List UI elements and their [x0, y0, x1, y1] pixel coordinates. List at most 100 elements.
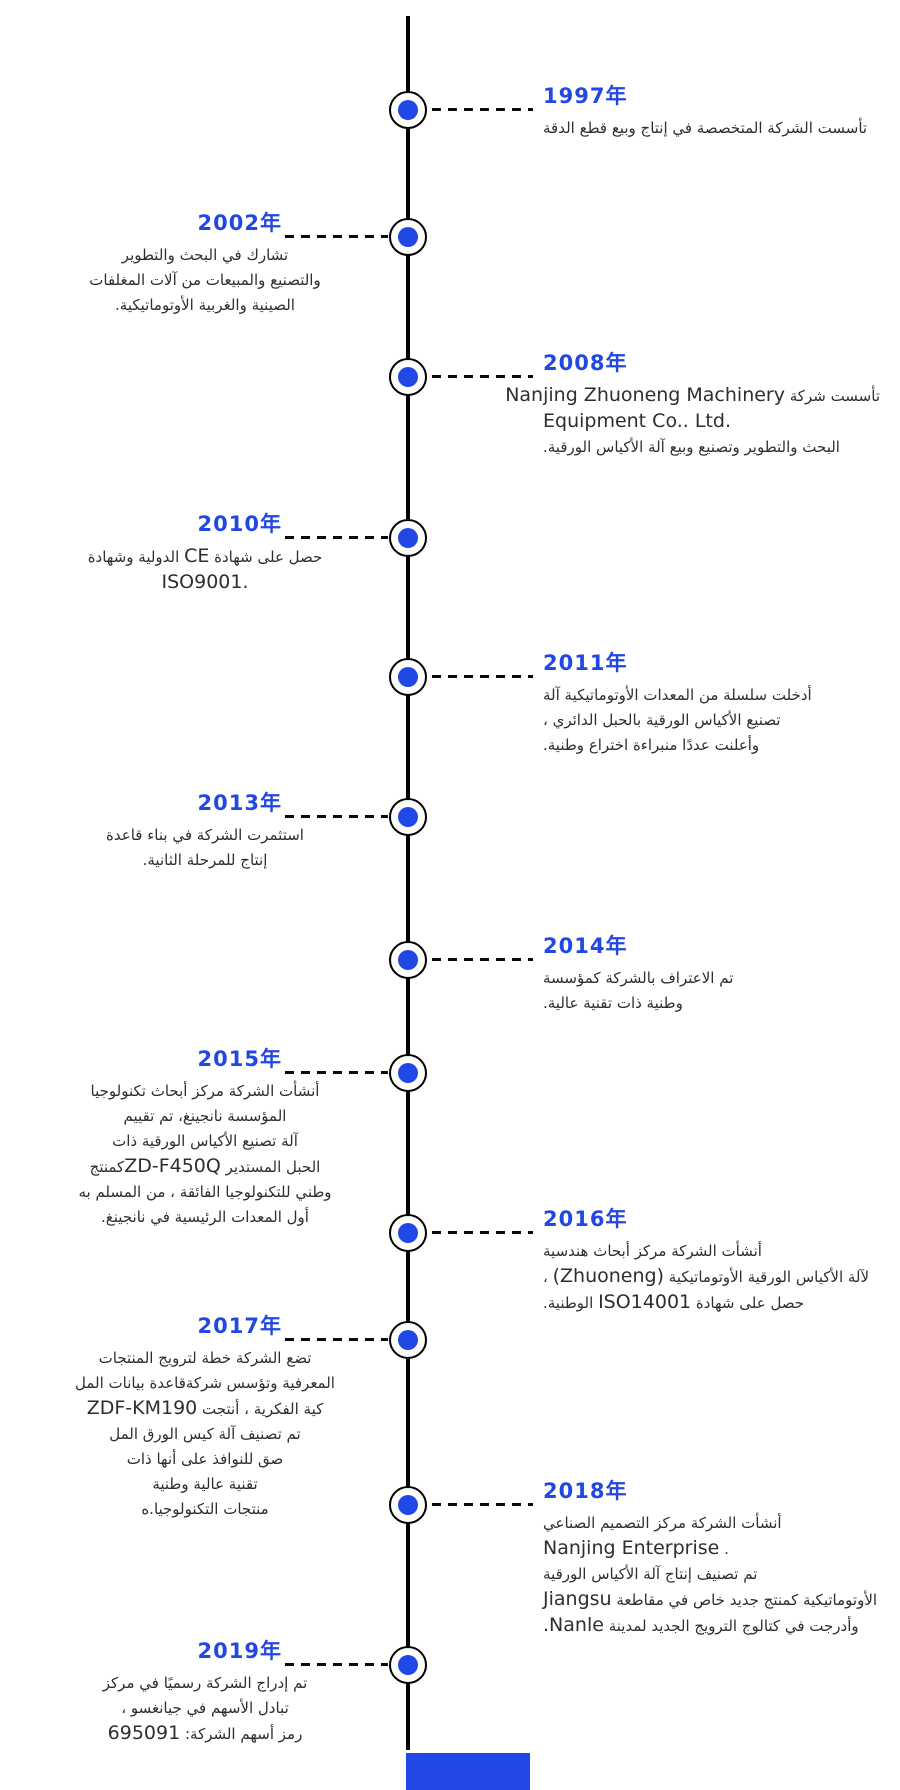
description-line: وأعلنت عددًا منبراءة اختراع وطنية. [543, 733, 880, 758]
year-label: 1997年 [543, 84, 628, 108]
entry-description: أنشأت الشركة مركز أبحاث هندسية لآلة الأكي… [432, 1239, 880, 1316]
entry-description: تأسست شركة Nanjing Zhuoneng Machinery Equ… [432, 383, 880, 460]
description-line: أدخلت سلسلة من المعدات الأوتوماتيكية آلة [543, 683, 880, 708]
timeline-node-dot [398, 100, 418, 120]
text-segment: صق للنوافذ على أنها ذات [126, 1450, 284, 1468]
text-segment: تأسست الشركة المتخصصة في إنتاج وبيع قطع … [543, 119, 868, 137]
text-segment: إنتاج للمرحلة الثانية. [142, 851, 268, 869]
highlighted-text: Nanle. [543, 1614, 604, 1636]
year-label: 2015年 [197, 1047, 282, 1071]
timeline-node-dot [398, 667, 418, 687]
timeline-node [389, 1054, 427, 1092]
timeline-node-dot [398, 1655, 418, 1675]
entry-description: حصل على شهادة CE الدولية وشهادة ISO9001. [20, 544, 390, 596]
description-line: استثمرت الشركة في بناء قاعدة [20, 823, 390, 848]
timeline-node-dot [398, 1223, 418, 1243]
timeline-node [389, 218, 427, 256]
dashed-connector [432, 958, 533, 961]
text-segment: الحبل المستدير [220, 1158, 321, 1176]
text-segment: كمنتج [89, 1158, 125, 1176]
timeline-node-dot [398, 807, 418, 827]
text-segment: المعرفية وتؤسس شركةقاعدة بيانات المل [75, 1374, 335, 1392]
text-segment: تبادل الأسهم في جيانغسو ، [121, 1699, 289, 1717]
description-line: آلة تصنيع الأكياس الورقية ذات [20, 1129, 390, 1154]
description-line: الأوتوماتيكية كمنتج جديد خاص في مقاطعة J… [543, 1587, 880, 1613]
description-line: رمز أسهم الشركة: 695091 [20, 1721, 390, 1747]
highlighted-text: Jiangsu [543, 1588, 612, 1610]
entry-description: أدخلت سلسلة من المعدات الأوتوماتيكية آلة… [432, 683, 880, 758]
text-segment: ، [543, 1268, 553, 1286]
text-segment: تأسست شركة [785, 387, 880, 405]
description-line: صق للنوافذ على أنها ذات [20, 1447, 390, 1472]
timeline-node-dot [398, 1330, 418, 1350]
text-segment: منتجات التكنولوجيا.ه [141, 1500, 269, 1518]
year-row: 2019年 [20, 1639, 390, 1666]
timeline-node [389, 91, 427, 129]
highlighted-text: CE [184, 545, 210, 567]
year-label: 2018年 [543, 1479, 628, 1503]
text-segment: الأوتوماتيكية كمنتج جديد خاص في مقاطعة [611, 1591, 878, 1609]
timeline-node [389, 941, 427, 979]
timeline-node [389, 658, 427, 696]
dashed-connector [285, 1338, 388, 1341]
timeline-node-dot [398, 528, 418, 548]
timeline-entry: 2015年 أنشأت الشركة مركز أبحاث تكنولوجيا ال… [20, 1047, 390, 1230]
dashed-connector [285, 815, 388, 818]
text-segment: كية الفكرية ، أنتجت [197, 1400, 324, 1418]
dashed-connector [285, 1663, 388, 1666]
timeline-node [389, 1486, 427, 1524]
timeline-node [389, 519, 427, 557]
year-row: 2011年 [432, 651, 880, 678]
dashed-connector [285, 1071, 388, 1074]
description-line: البحث والتطوير وتصنيع وبيع آلة الأكياس ا… [543, 435, 880, 460]
text-segment: حصل على شهادة [691, 1294, 805, 1312]
text-segment: الصينية والغربية الأوتوماتيكية. [115, 296, 295, 314]
timeline-entry: 2016年 أنشأت الشركة مركز أبحاث هندسية لآلة … [432, 1207, 880, 1316]
description-line: الصينية والغربية الأوتوماتيكية. [20, 293, 390, 318]
year-row: 1997年 [432, 84, 880, 111]
description-line: الحبل المستدير ZD-F450Qكمنتج [20, 1154, 390, 1180]
text-segment: وأدرجت في كتالوج الترويج الجديد لمدينة [603, 1617, 859, 1635]
description-line: Nanjing Enterprise . [543, 1536, 880, 1562]
description-line: المؤسسة نانجينغ، تم تقييم [20, 1104, 390, 1129]
description-line: تبادل الأسهم في جيانغسو ، [20, 1696, 390, 1721]
highlighted-text: (Zhuoneng) [552, 1265, 665, 1287]
year-label: 2008年 [543, 351, 628, 375]
description-line: وأدرجت في كتالوج الترويج الجديد لمدينة N… [543, 1613, 880, 1639]
year-label: 2019年 [197, 1639, 282, 1663]
text-segment: أدخلت سلسلة من المعدات الأوتوماتيكية آلة [543, 686, 812, 704]
year-row: 2008年 [432, 351, 880, 378]
timeline-axis-line [406, 16, 410, 1750]
year-row: 2017年 [20, 1314, 390, 1341]
description-line: أنشأت الشركة مركز أبحاث هندسية [543, 1239, 880, 1264]
text-segment: أنشأت الشركة مركز أبحاث تكنولوجيا [90, 1082, 320, 1100]
dashed-connector [432, 375, 533, 378]
timeline-node-dot [398, 950, 418, 970]
timeline-entry: 2019年 تم إدراج الشركة رسميًا في مركز تبادل… [20, 1639, 390, 1747]
description-line: أول المعدات الرئيسية في نانجينغ. [20, 1205, 390, 1230]
timeline-node [389, 358, 427, 396]
dashed-connector [432, 675, 533, 678]
text-segment: تم تصنيف آلة كيس الورق المل [109, 1425, 301, 1443]
year-label: 2017年 [197, 1314, 282, 1338]
entry-description: تضع الشركة خطة لترويج المنتجات المعرفية و… [20, 1346, 390, 1522]
text-segment: آلة تصنيع الأكياس الورقية ذات [112, 1132, 298, 1150]
entry-description: تم الاعتراف بالشركة كمؤسسة وطنية ذات تقني… [432, 966, 880, 1016]
timeline-node [389, 1646, 427, 1684]
dashed-connector [432, 1231, 533, 1234]
description-line: حصل على شهادة CE الدولية وشهادة [20, 544, 390, 570]
timeline-node [389, 1321, 427, 1359]
dashed-connector [285, 536, 388, 539]
text-segment: وطنية ذات تقنية عالية. [543, 994, 683, 1012]
highlighted-text: ISO9001. [161, 571, 249, 593]
entry-description: أنشأت الشركة مركز التصميم الصناعي Nanjing… [432, 1511, 880, 1639]
text-segment: تصنيع الأكياس الورقية بالحبل الدائري ، [543, 711, 781, 729]
description-line: ISO9001. [20, 570, 390, 596]
description-line: وطنية ذات تقنية عالية. [543, 991, 880, 1016]
timeline-entry: 2013年 استثمرت الشركة في بناء قاعدة إنتاج ل… [20, 791, 390, 873]
text-segment: والتصنيع والمبيعات من آلات المغلفات [89, 271, 321, 289]
year-label: 2016年 [543, 1207, 628, 1231]
dashed-connector [432, 1503, 533, 1506]
year-label: 2011年 [543, 651, 628, 675]
